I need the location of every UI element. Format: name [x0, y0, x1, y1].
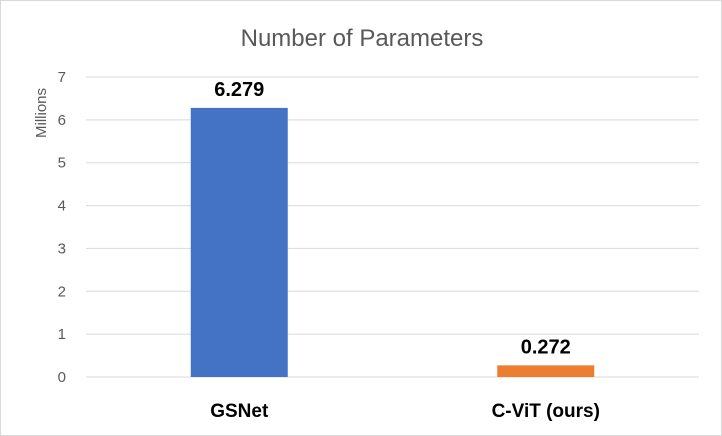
category-label: GSNet: [210, 401, 269, 422]
bars: [190, 107, 595, 378]
y-tick-label: 4: [58, 198, 66, 215]
data-label: 6.279: [214, 79, 264, 101]
bar-gsnet: [190, 107, 288, 378]
y-axis-ticks: 0 1 2 3 4 5 6 7: [58, 69, 66, 386]
y-tick-label: 2: [58, 283, 66, 300]
data-labels: 6.279 0.272: [214, 79, 571, 358]
y-tick-label: 0: [58, 369, 66, 386]
data-label: 0.272: [521, 336, 571, 358]
y-tick-label: 5: [58, 155, 66, 172]
y-tick-label: 3: [58, 240, 66, 257]
y-tick-label: 6: [58, 112, 66, 129]
y-tick-label: 7: [58, 69, 66, 86]
y-tick-label: 1: [58, 326, 66, 343]
chart-title: Number of Parameters: [241, 25, 484, 52]
gridlines: [86, 76, 699, 378]
y-axis-label: Millions: [33, 88, 50, 138]
bar-c-vit-ours: [497, 365, 595, 377]
x-axis-categories: GSNet C-ViT (ours): [210, 401, 600, 422]
category-label: C-ViT (ours): [492, 401, 600, 422]
